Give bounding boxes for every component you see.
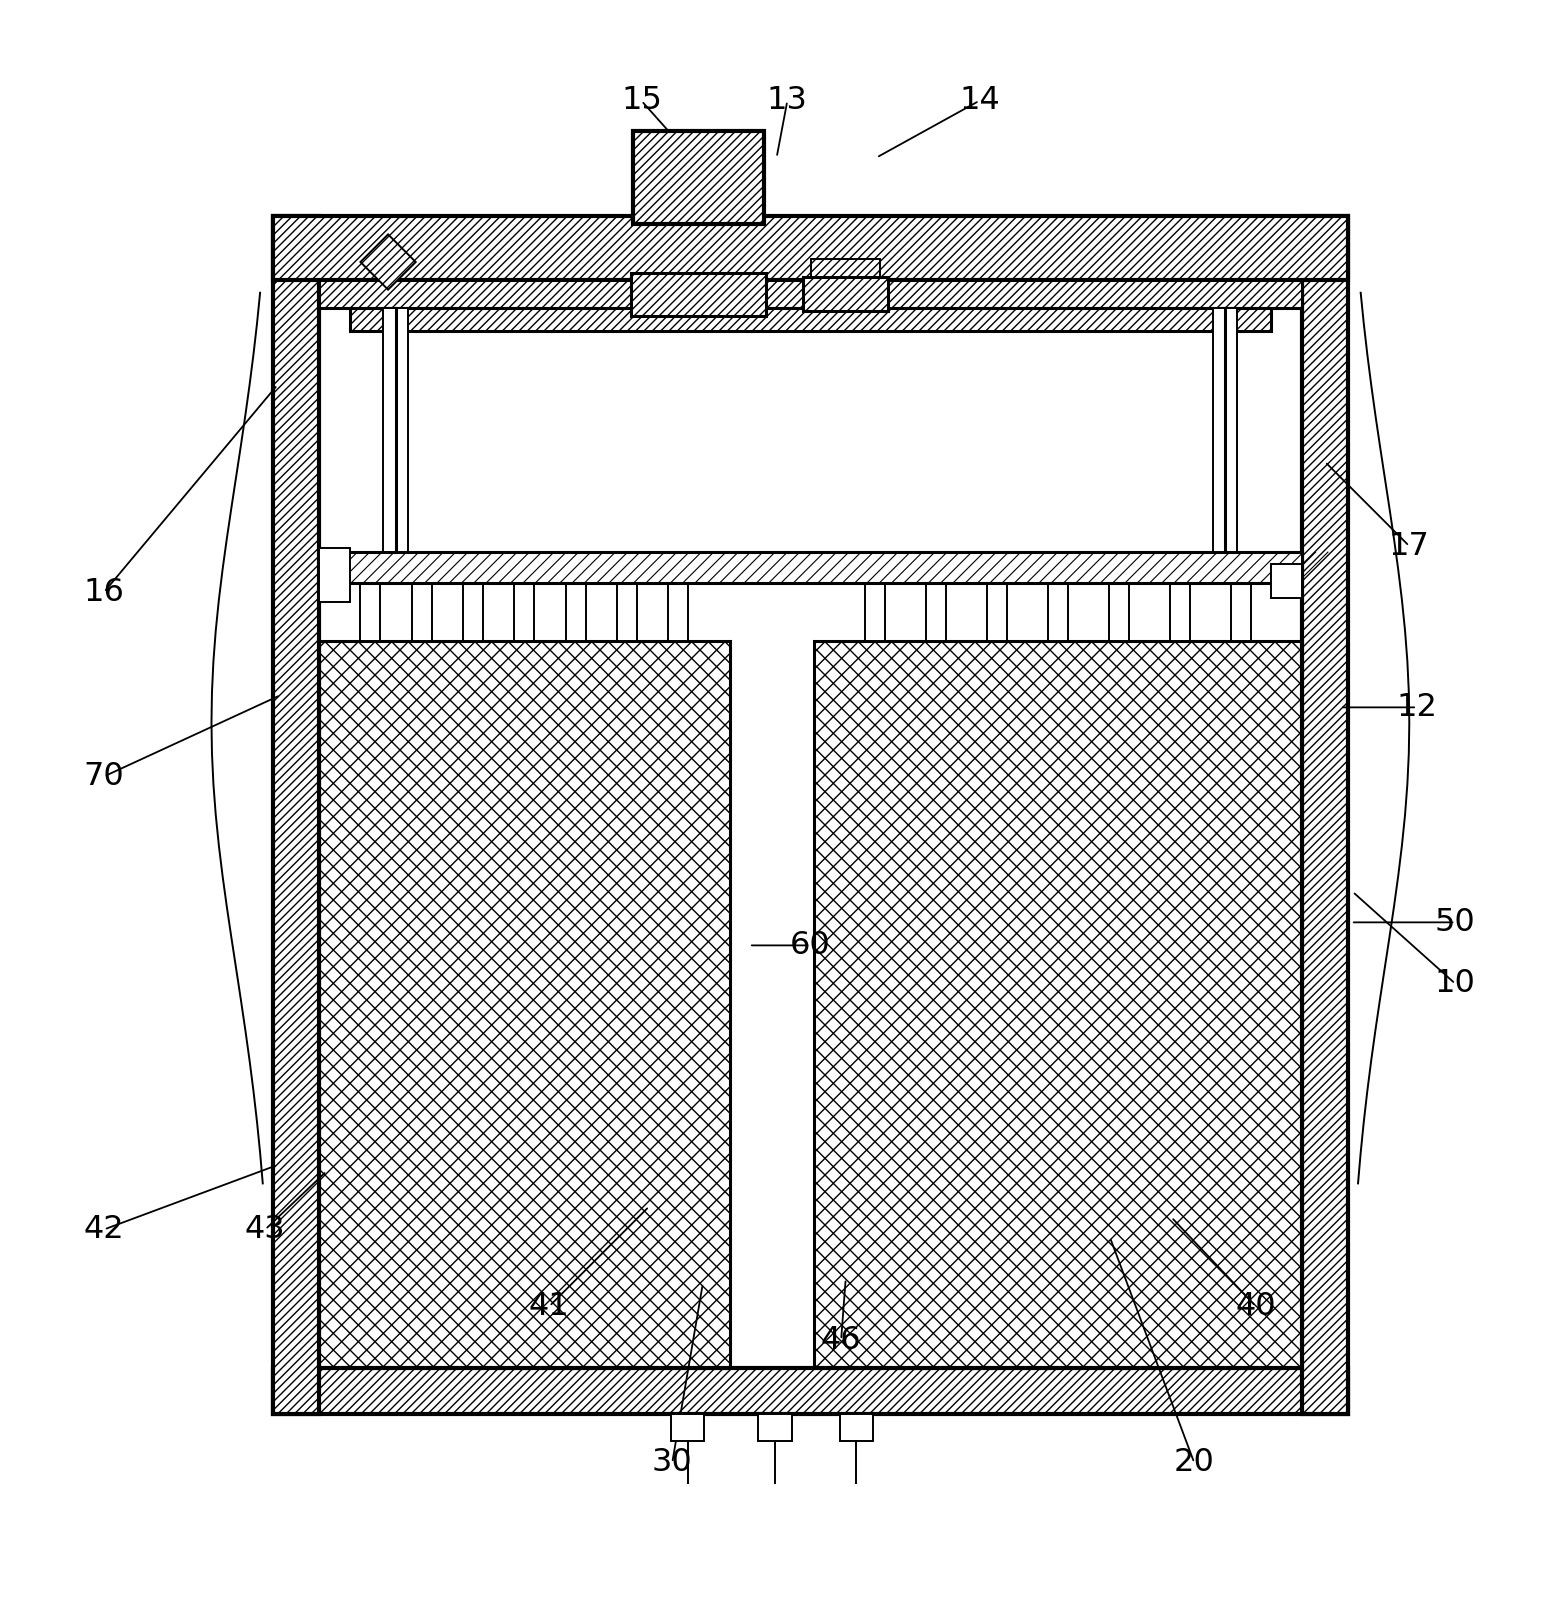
Bar xyxy=(811,259,880,277)
Bar xyxy=(926,582,946,641)
Bar xyxy=(320,641,730,1367)
Bar xyxy=(349,309,1271,331)
Text: 12: 12 xyxy=(1396,692,1437,723)
Text: 50: 50 xyxy=(1434,907,1476,939)
Bar xyxy=(412,582,432,641)
Bar xyxy=(273,216,1348,280)
Text: 13: 13 xyxy=(767,85,808,117)
Text: 10: 10 xyxy=(1434,969,1476,999)
Text: 70: 70 xyxy=(83,761,125,792)
Bar xyxy=(670,1414,704,1441)
Bar xyxy=(320,641,730,1367)
Bar xyxy=(669,582,689,641)
Bar xyxy=(814,641,1302,1367)
Bar xyxy=(814,641,1302,1367)
Text: 40: 40 xyxy=(1235,1290,1275,1322)
Text: 17: 17 xyxy=(1390,531,1430,561)
Bar xyxy=(1170,582,1190,641)
Text: 16: 16 xyxy=(83,577,125,608)
Bar xyxy=(273,216,320,1414)
Bar xyxy=(803,277,888,312)
Bar xyxy=(814,641,1302,1367)
Bar xyxy=(320,280,1302,309)
Bar xyxy=(840,1414,874,1441)
Text: 46: 46 xyxy=(821,1324,862,1356)
Bar xyxy=(865,582,885,641)
Text: 41: 41 xyxy=(530,1290,570,1322)
Bar xyxy=(1109,582,1129,641)
Text: 60: 60 xyxy=(791,931,831,961)
Bar xyxy=(618,582,638,641)
Bar xyxy=(633,131,764,224)
Text: 20: 20 xyxy=(1173,1447,1215,1479)
Bar xyxy=(1048,582,1068,641)
Bar xyxy=(360,582,380,641)
Polygon shape xyxy=(360,235,415,289)
Bar xyxy=(1212,309,1237,552)
Bar xyxy=(514,582,534,641)
Text: 14: 14 xyxy=(959,85,999,117)
Bar xyxy=(463,582,483,641)
Text: 30: 30 xyxy=(652,1447,693,1479)
Bar xyxy=(273,1367,1348,1414)
Bar xyxy=(630,273,766,315)
Bar xyxy=(987,582,1007,641)
Bar xyxy=(320,552,1302,582)
Bar xyxy=(320,548,349,601)
Bar xyxy=(758,1414,792,1441)
Bar xyxy=(565,582,585,641)
Bar xyxy=(1302,216,1348,1414)
Text: 43: 43 xyxy=(245,1214,286,1246)
Bar xyxy=(1271,564,1302,598)
Bar xyxy=(383,309,408,552)
Text: 15: 15 xyxy=(621,85,662,117)
Bar xyxy=(320,641,730,1367)
Text: 42: 42 xyxy=(83,1214,125,1246)
Bar xyxy=(1231,582,1251,641)
